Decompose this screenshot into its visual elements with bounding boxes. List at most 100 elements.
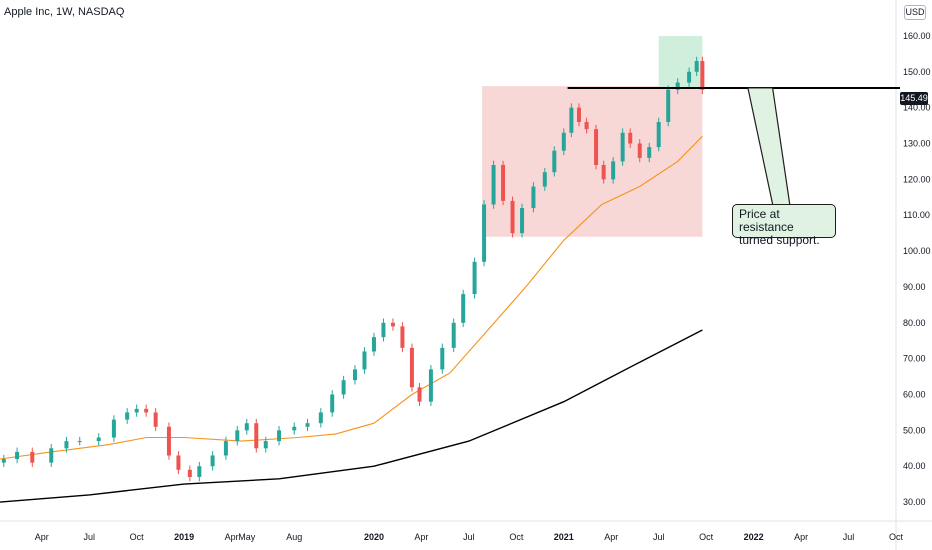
candle-body xyxy=(531,186,536,209)
y-tick-label: 100.00 xyxy=(903,246,931,256)
callout-pointer xyxy=(747,87,791,207)
zone-red xyxy=(482,86,703,237)
candle-body xyxy=(153,412,158,427)
chart-title: Apple Inc, 1W, NASDAQ xyxy=(4,6,125,18)
currency-badge[interactable]: USD xyxy=(904,5,926,20)
y-tick-label: 150.00 xyxy=(903,67,931,77)
candle-body xyxy=(305,423,310,427)
candle-body xyxy=(352,369,357,381)
y-tick-label: 90.00 xyxy=(903,282,926,292)
y-tick-label: 30.00 xyxy=(903,497,926,507)
candle-body xyxy=(197,466,202,477)
x-tick-label: Apr xyxy=(414,532,428,542)
candle-body xyxy=(244,423,249,431)
candle-body xyxy=(440,347,445,370)
y-tick-label: 110.00 xyxy=(903,210,930,220)
y-tick-label: 40.00 xyxy=(903,461,926,471)
x-tick-label: Apr xyxy=(225,532,239,542)
candle-body xyxy=(561,132,566,151)
candle-body xyxy=(77,441,82,443)
candle-body xyxy=(584,121,589,130)
candle-body xyxy=(647,147,652,158)
candle-body xyxy=(341,380,346,395)
x-tick-label: Oct xyxy=(889,532,904,542)
annotation-callout[interactable]: Price at resistance turned support. xyxy=(732,204,836,247)
candle-body xyxy=(637,143,642,158)
candle-body xyxy=(166,426,171,456)
candle-body xyxy=(277,430,282,442)
candle-body xyxy=(49,448,54,463)
candle-body xyxy=(675,82,680,90)
candle-body xyxy=(520,208,525,234)
candle-body xyxy=(417,387,422,402)
y-tick-label: 50.00 xyxy=(903,425,926,435)
candle-body xyxy=(451,322,456,348)
x-tick-label: 2019 xyxy=(174,532,194,542)
x-tick-label: Jul xyxy=(83,532,95,542)
x-tick-label: Oct xyxy=(509,532,524,542)
candle-body xyxy=(700,61,705,90)
candle-body xyxy=(552,150,557,173)
x-tick-label: 2022 xyxy=(744,532,764,542)
x-tick-label: Jul xyxy=(463,532,475,542)
x-tick-label: Aug xyxy=(286,532,302,542)
candle-body xyxy=(187,469,192,477)
x-tick-label: Oct xyxy=(130,532,145,542)
candle-body xyxy=(501,165,506,201)
candle-body xyxy=(1,459,6,463)
y-tick-label: 140.00 xyxy=(903,103,931,113)
candle-body xyxy=(125,412,130,420)
candle-body xyxy=(687,71,692,83)
candle-body xyxy=(371,337,376,352)
y-tick-label: 60.00 xyxy=(903,390,926,400)
candle-body xyxy=(409,347,414,388)
candle-body xyxy=(318,412,323,424)
candle-body xyxy=(254,423,259,449)
y-tick-label: 70.00 xyxy=(903,354,926,364)
y-tick-label: 120.00 xyxy=(903,174,931,184)
candle-body xyxy=(400,326,405,348)
candle-body xyxy=(472,261,477,295)
candle-body xyxy=(30,451,35,463)
candle-body xyxy=(628,132,633,144)
candle-body xyxy=(235,430,240,442)
candle-body xyxy=(362,351,367,370)
candle-body xyxy=(666,89,671,122)
candle-body xyxy=(569,107,574,133)
candle-body xyxy=(134,408,139,413)
candle-body xyxy=(330,394,335,413)
x-tick-label: 2021 xyxy=(554,532,574,542)
candle-body xyxy=(176,455,181,470)
x-tick-label: May xyxy=(238,532,256,542)
candle-body xyxy=(111,419,116,438)
candle-body xyxy=(144,408,149,413)
x-tick-label: Apr xyxy=(794,532,808,542)
x-tick-label: Apr xyxy=(604,532,618,542)
y-tick-label: 160.00 xyxy=(903,31,931,41)
candle-body xyxy=(620,132,625,162)
price-tag: 145.49 xyxy=(900,92,928,105)
candle-body xyxy=(381,322,386,338)
candle-body xyxy=(576,107,581,122)
candle-body xyxy=(656,121,661,148)
candle-body xyxy=(292,426,297,431)
candle-body xyxy=(428,369,433,402)
x-tick-label: Jul xyxy=(653,532,665,542)
x-tick-label: Jul xyxy=(843,532,855,542)
candle-body xyxy=(96,437,101,442)
y-tick-label: 130.00 xyxy=(903,139,931,149)
candle-body xyxy=(64,441,69,449)
candle-body xyxy=(491,165,496,205)
candle-body xyxy=(15,451,20,460)
candle-body xyxy=(594,129,599,166)
candle-body xyxy=(390,322,395,327)
y-tick-label: 80.00 xyxy=(903,318,926,328)
moving-average-short-line xyxy=(0,135,703,460)
x-tick-label: Apr xyxy=(35,532,49,542)
candle-body xyxy=(510,200,515,234)
candle-body xyxy=(210,455,215,467)
candle-body xyxy=(263,441,268,449)
candle-body xyxy=(694,61,699,72)
candle-body xyxy=(461,294,466,323)
